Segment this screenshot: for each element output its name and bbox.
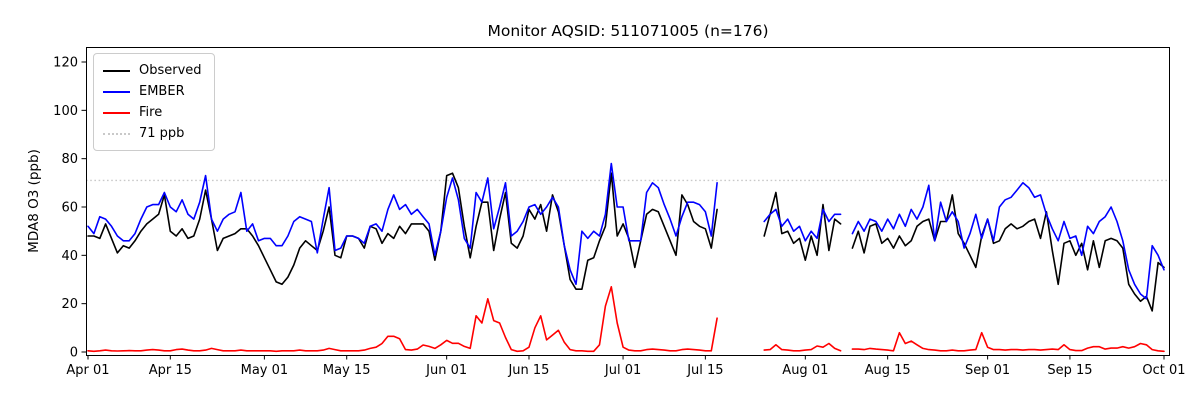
x-tick-label: Jul 01 [604,363,641,378]
legend: Observed EMBER Fire 71 ppb [93,53,215,151]
y-tick-label: 20 [61,297,78,312]
x-tick-label: Sep 01 [965,363,1010,378]
x-tick-label: Aug 01 [782,363,828,378]
x-tick-label: Jun 15 [507,363,549,378]
y-tick-label: 80 [61,152,78,167]
legend-item-observed: Observed [103,60,202,81]
legend-line-sample [103,132,130,135]
x-tick-label: May 15 [323,363,371,378]
legend-label: Observed [139,63,202,78]
y-axis-title: MDA8 O3 (ppb) [26,149,42,253]
legend-line-sample [103,90,130,93]
x-tick-label: Jul 15 [686,363,723,378]
chart-title: Monitor AQSID: 511071005 (n=176) [487,22,768,40]
series-line-ember [87,162,1165,300]
x-tick-label: May 01 [241,363,289,378]
series-line-observed [87,172,1165,312]
x-tick-label: Apr 15 [149,363,192,378]
plot-area: 0 20 40 60 80 100 120 Apr 01 Apr 15 May 01 May 15 J… [53,56,1185,379]
y-tick-label: 60 [61,201,78,216]
legend-label: Fire [139,105,163,120]
legend-item-fire: Fire [103,102,202,123]
legend-line-sample [103,111,130,114]
x-tick-label: Aug 15 [865,363,911,378]
legend-line-sample [103,69,130,72]
axes-spines [86,47,1170,356]
legend-item-71-ppb: 71 ppb [103,123,202,144]
x-tick-label: Oct 01 [1142,363,1185,378]
x-tick-label: Jun 01 [425,363,467,378]
y-tick-label: 0 [70,346,78,361]
x-tick-label: Sep 15 [1047,363,1092,378]
y-tick-label: 40 [61,249,78,264]
x-tick-label: Apr 01 [66,363,109,378]
y-tick-label: 100 [53,104,78,119]
y-tick-label: 120 [53,56,78,71]
legend-item-ember: EMBER [103,81,202,102]
legend-label: 71 ppb [139,126,185,141]
legend-label: EMBER [139,84,185,99]
series-line-fire [87,286,1165,353]
